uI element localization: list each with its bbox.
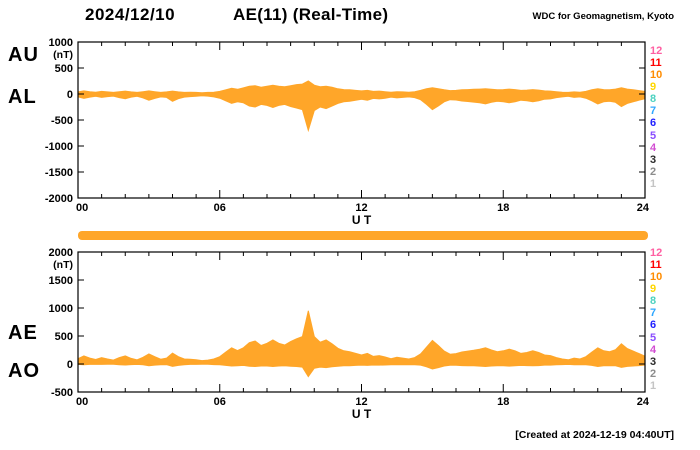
svg-text:U T: U T bbox=[352, 407, 372, 421]
svg-text:12: 12 bbox=[355, 202, 367, 214]
station-count-6: 6 bbox=[650, 319, 657, 332]
svg-text:2000: 2000 bbox=[49, 247, 73, 259]
svg-text:0: 0 bbox=[67, 359, 73, 371]
svg-text:U T: U T bbox=[352, 213, 372, 227]
station-count-7: 7 bbox=[650, 307, 657, 320]
station-count-8: 8 bbox=[650, 295, 657, 308]
svg-text:(nT): (nT) bbox=[53, 49, 73, 61]
svg-text:06: 06 bbox=[214, 396, 226, 408]
data-coverage-bar bbox=[78, 231, 648, 240]
station-count-9: 9 bbox=[650, 81, 657, 94]
station-count-4: 4 bbox=[650, 141, 657, 154]
panel-AE-AO: 2000 1500 1000 500 0 -500 (nT) 00 06 12 18 24 U T bbox=[49, 247, 650, 421]
svg-text:(nT): (nT) bbox=[53, 259, 73, 271]
plot-title: AE(11) (Real-Time) bbox=[233, 5, 389, 24]
station-count-4: 4 bbox=[650, 343, 657, 356]
svg-text:1000: 1000 bbox=[49, 37, 73, 49]
station-count-3: 3 bbox=[650, 153, 657, 166]
wdc-credit: WDC for Geomagnetism, Kyoto bbox=[532, 11, 674, 22]
au-axis-label: AU bbox=[8, 44, 39, 66]
svg-text:-500: -500 bbox=[51, 115, 73, 127]
AU-AL-band bbox=[77, 80, 646, 133]
svg-text:24: 24 bbox=[637, 396, 650, 408]
station-count-1: 1 bbox=[650, 379, 657, 392]
svg-text:-500: -500 bbox=[51, 387, 73, 399]
svg-text:-1500: -1500 bbox=[45, 167, 73, 179]
station-count-scale-top: 12 11 10 9 8 7 6 5 4 3 2 1 bbox=[650, 46, 670, 190]
station-count-5: 5 bbox=[650, 129, 657, 142]
svg-text:00: 00 bbox=[76, 396, 88, 408]
plot-date: 2024/12/10 bbox=[85, 5, 176, 24]
AU-AL-frame bbox=[77, 41, 646, 199]
svg-text:24: 24 bbox=[637, 202, 650, 214]
station-count-9: 9 bbox=[650, 283, 657, 296]
station-count-10: 10 bbox=[650, 271, 663, 284]
svg-text:-1000: -1000 bbox=[45, 141, 73, 153]
station-count-8: 8 bbox=[650, 93, 657, 106]
svg-text:500: 500 bbox=[55, 331, 73, 343]
svg-text:12: 12 bbox=[355, 396, 367, 408]
station-count-12: 12 bbox=[650, 247, 663, 259]
station-count-3: 3 bbox=[650, 355, 657, 368]
station-count-11: 11 bbox=[650, 57, 662, 70]
svg-text:0: 0 bbox=[67, 89, 73, 101]
svg-text:1500: 1500 bbox=[49, 275, 73, 287]
svg-text:06: 06 bbox=[214, 202, 226, 214]
station-count-2: 2 bbox=[650, 367, 657, 380]
panel-AU-AL: 1000 500 0 -500 -1000 -1500 -2000 (nT) 00 06 12 18 2… bbox=[45, 37, 650, 227]
station-count-2: 2 bbox=[650, 165, 657, 178]
ae-axis-label: AE bbox=[8, 322, 38, 344]
svg-text:500: 500 bbox=[55, 63, 73, 75]
station-count-12: 12 bbox=[650, 45, 663, 57]
svg-text:18: 18 bbox=[497, 202, 509, 214]
ao-axis-label: AO bbox=[8, 360, 40, 382]
al-axis-label: AL bbox=[8, 86, 37, 108]
svg-text:1000: 1000 bbox=[49, 303, 73, 315]
AE-AO-frame bbox=[77, 251, 646, 393]
station-count-1: 1 bbox=[650, 177, 657, 190]
station-count-7: 7 bbox=[650, 105, 657, 118]
station-count-scale-bottom: 12 11 10 9 8 7 6 5 4 3 2 1 bbox=[650, 248, 670, 392]
station-count-5: 5 bbox=[650, 331, 657, 344]
station-count-11: 11 bbox=[650, 259, 662, 272]
created-timestamp: [Created at 2024-12-19 04:40UT] bbox=[515, 429, 674, 441]
station-count-10: 10 bbox=[650, 69, 663, 82]
station-count-6: 6 bbox=[650, 117, 657, 130]
svg-text:-2000: -2000 bbox=[45, 193, 73, 205]
svg-text:18: 18 bbox=[497, 396, 509, 408]
AE-AO-band bbox=[77, 310, 646, 378]
svg-text:00: 00 bbox=[76, 202, 88, 214]
